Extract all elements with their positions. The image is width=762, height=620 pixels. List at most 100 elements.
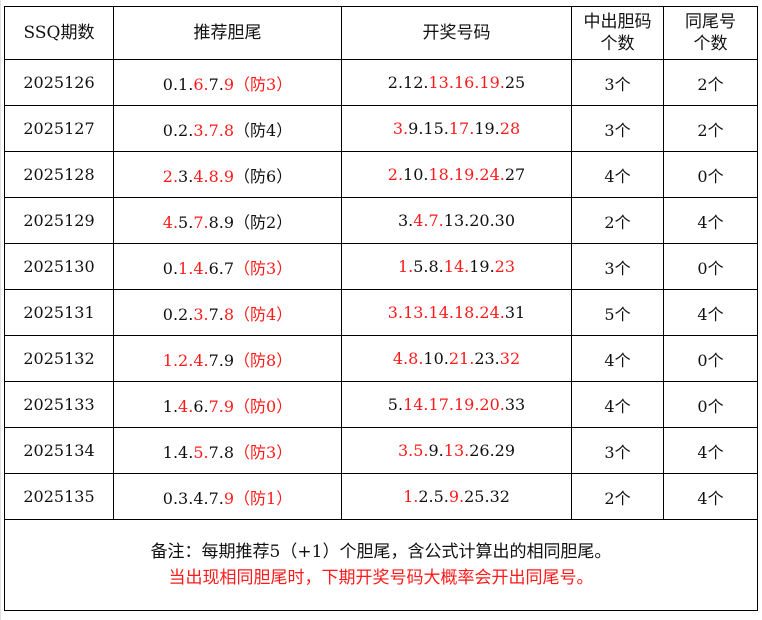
number: 27 — [504, 165, 526, 184]
same-tail-count-cell: 4个 — [663, 289, 758, 336]
number: （防6） — [234, 166, 293, 186]
highlighted-number: 6. — [193, 74, 209, 94]
recommended-tails-cell: 0.2.3.7.8（防4） — [113, 105, 342, 152]
highlighted-number: 9（防3） — [223, 74, 293, 94]
number: 25.32 — [464, 487, 510, 506]
same-tail-count-cell: 2个 — [663, 59, 758, 106]
highlighted-number: 23 — [494, 257, 516, 276]
highlighted-number: 3.7.8 — [193, 120, 235, 140]
same-tail-count-cell: 0个 — [663, 243, 758, 290]
table-row: 2025126 0.1.6.7.9（防3） 2.12.13.16.19.25 3个 2个 — [4, 59, 758, 106]
highlighted-number: 1.4. — [178, 258, 209, 278]
hit-count-cell: 4个 — [571, 335, 664, 382]
draw-numbers-cell: 1.5.8.14.19.23 — [341, 243, 572, 290]
hit-count-cell: 3个 — [571, 59, 664, 106]
highlighted-number: 1.2.4. — [162, 350, 209, 370]
number: 5. — [178, 212, 194, 232]
recommended-tails-cell: 1.4.5.7.8（防3） — [113, 427, 342, 474]
highlighted-number: 14. — [443, 257, 470, 276]
highlighted-number: 1. — [397, 257, 414, 276]
number: 2.12. — [387, 73, 429, 92]
number: 7. — [208, 304, 224, 324]
same-tail-count-cell: 4个 — [663, 197, 758, 244]
highlighted-number: 9. — [448, 487, 465, 506]
recommended-tails-cell: 4.5.7.8.9（防2） — [113, 197, 342, 244]
table-row: 2025129 4.5.7.8.9（防2） 3.4.7.13.20.30 2个 4个 — [4, 197, 758, 244]
number: 10. — [403, 165, 429, 184]
period-cell: 2025126 — [4, 59, 114, 106]
recommended-tails-cell: 1.2.4.7.9（防8） — [113, 335, 342, 382]
number: 0.1. — [162, 74, 194, 94]
period-cell: 2025127 — [4, 105, 114, 152]
recommended-tails-cell: 1.4.6.7.9（防0） — [113, 381, 342, 428]
number: 2.5. — [418, 487, 449, 506]
header-same-label: 同尾号个数 — [685, 12, 736, 54]
number: 3. — [397, 211, 414, 230]
number: 31 — [504, 303, 526, 322]
highlighted-number: 14.17.19.20. — [403, 395, 505, 414]
header-period: SSQ期数 — [4, 6, 114, 60]
number: 7.9 — [208, 350, 235, 370]
number: 6.7 — [208, 258, 235, 278]
number: 6. — [193, 396, 209, 416]
highlighted-number: 3. — [392, 119, 409, 138]
draw-numbers-cell: 5.14.17.19.20.33 — [341, 381, 572, 428]
number: 3. — [178, 166, 194, 186]
period-cell: 2025128 — [4, 151, 114, 198]
highlighted-number: 17. — [448, 119, 475, 138]
number: 25 — [504, 73, 526, 92]
highlighted-number: 8（防4） — [223, 304, 293, 324]
period-cell: 2025130 — [4, 243, 114, 290]
highlighted-number: 1. — [403, 487, 419, 506]
period-cell: 2025132 — [4, 335, 114, 382]
highlighted-number: （防8） — [234, 350, 293, 370]
number: 10. — [423, 349, 449, 368]
highlighted-number: 4.8.9 — [193, 166, 235, 186]
note-cell: 备注：每期推荐5（+1）个胆尾，含公式计算出的相同胆尾。 当出现相同胆尾时，下期… — [4, 519, 758, 611]
number: 7. — [208, 74, 224, 94]
number: 8.9（防2） — [208, 212, 293, 232]
highlighted-number: 3. — [193, 304, 209, 324]
draw-numbers-cell: 1.2.5.9.25.32 — [341, 473, 572, 520]
highlighted-number: 28 — [499, 119, 521, 138]
same-tail-count-cell: 4个 — [663, 427, 758, 474]
hit-count-cell: 4个 — [571, 381, 664, 428]
header-hit-label: 中出胆码个数 — [583, 12, 652, 54]
recommended-tails-cell: 0.1.4.6.7（防3） — [113, 243, 342, 290]
hit-count-cell: 3个 — [571, 243, 664, 290]
highlighted-number: 4.7. — [413, 211, 444, 230]
table-row: 2025132 1.2.4.7.9（防8） 4.8.10.21.23.32 4个 0个 — [4, 335, 758, 382]
highlighted-number: 7.9（防0） — [208, 396, 293, 416]
header-recommended: 推荐胆尾 — [113, 6, 342, 60]
number: 0. — [162, 258, 179, 278]
highlighted-number: 13. — [443, 441, 470, 460]
number: （防4） — [234, 120, 293, 140]
period-cell: 2025134 — [4, 427, 114, 474]
same-tail-count-cell: 0个 — [663, 335, 758, 382]
header-row: SSQ期数 推荐胆尾 开奖号码 中出胆码个数 同尾号个数 — [4, 6, 758, 60]
table-row: 2025131 0.2.3.7.8（防4） 3.13.14.18.24.31 5个 4个 — [4, 289, 758, 336]
note-line-2: 当出现相同胆尾时，下期开奖号码大概率会开出同尾号。 — [168, 568, 594, 588]
hit-count-cell: 3个 — [571, 105, 664, 152]
draw-numbers-cell: 2.12.13.16.19.25 — [341, 59, 572, 106]
same-tail-count-cell: 4个 — [663, 473, 758, 520]
table-row: 2025127 0.2.3.7.8（防4） 3.9.15.17.19.28 3个 2个 — [4, 105, 758, 152]
highlighted-number: 3.5. — [397, 441, 429, 460]
number: 13.20.30 — [443, 211, 516, 230]
period-cell: 2025135 — [4, 473, 114, 520]
header-draw-numbers: 开奖号码 — [341, 6, 572, 60]
number: 1.4. — [162, 442, 194, 462]
recommended-tails-cell: 0.1.6.7.9（防3） — [113, 59, 342, 106]
table-row: 2025130 0.1.4.6.7（防3） 1.5.8.14.19.23 3个 0个 — [4, 243, 758, 290]
period-cell: 2025133 — [4, 381, 114, 428]
table-row: 2025133 1.4.6.7.9（防0） 5.14.17.19.20.33 4个 0个 — [4, 381, 758, 428]
recommended-tails-cell: 0.2.3.7.8（防4） — [113, 289, 342, 336]
note-line-1: 备注：每期推荐5（+1）个胆尾，含公式计算出的相同胆尾。 — [150, 542, 612, 562]
number: 0.2. — [162, 120, 194, 140]
highlighted-number: 4. — [162, 212, 179, 232]
highlighted-number: 3.13.14.18.24. — [387, 303, 505, 322]
same-tail-count-cell: 0个 — [663, 151, 758, 198]
highlighted-number: （防3） — [234, 258, 293, 278]
highlighted-number: （防3） — [234, 442, 293, 462]
highlighted-number: 5. — [193, 442, 209, 462]
